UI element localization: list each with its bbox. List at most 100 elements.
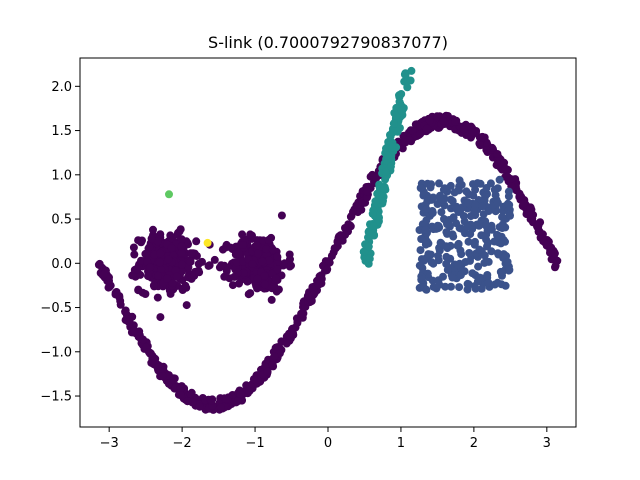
scatter-point <box>442 252 451 261</box>
scatter-point <box>144 272 152 281</box>
scatter-point <box>365 254 374 263</box>
scatter-point <box>282 339 291 348</box>
scatter-point <box>154 271 163 280</box>
scatter-point <box>424 250 433 259</box>
scatter-point <box>401 138 410 147</box>
scatter-point <box>483 242 491 251</box>
scatter-point <box>534 221 543 230</box>
scatter-point <box>435 280 444 289</box>
y-tick-label: −1.5 <box>40 390 72 405</box>
scatter-point <box>124 318 133 327</box>
scatter-point <box>434 251 442 260</box>
scatter-point <box>383 151 392 160</box>
scatter-point <box>183 397 192 406</box>
scatter-point <box>406 76 415 85</box>
scatter-point <box>477 284 486 293</box>
scatter-point <box>253 274 262 283</box>
scatter-point <box>442 259 451 268</box>
scatter-point <box>454 240 463 249</box>
scatter-point <box>459 125 468 134</box>
scatter-point <box>270 352 279 361</box>
scatter-point <box>210 255 219 264</box>
scatter-point <box>392 111 400 120</box>
scatter-point <box>272 274 280 283</box>
scatter-point <box>478 132 487 141</box>
scatter-point <box>253 284 262 293</box>
scatter-point <box>313 276 321 285</box>
scatter-point <box>192 237 201 246</box>
scatter-point <box>149 225 157 234</box>
scatter-point <box>182 301 191 310</box>
scatter-point <box>146 263 155 272</box>
y-tick-label: −1.0 <box>40 345 72 360</box>
scatter-point <box>482 230 491 239</box>
scatter-point <box>446 181 455 190</box>
scatter-point <box>341 230 350 239</box>
scatter-point <box>493 231 502 240</box>
scatter-point <box>149 281 158 290</box>
scatter-point <box>450 188 459 197</box>
scatter-point <box>417 275 426 284</box>
scatter-point <box>167 244 176 253</box>
scatter-point <box>303 291 312 300</box>
scatter-point <box>456 271 465 280</box>
scatter-point <box>397 106 406 115</box>
scatter-point <box>416 246 425 255</box>
scatter-point <box>216 403 225 412</box>
scatter-point <box>178 260 186 269</box>
scatter-point <box>147 234 156 243</box>
scatter-point <box>422 285 431 294</box>
scatter-point <box>473 179 482 188</box>
scatter-point <box>496 239 505 248</box>
x-tick-label: −2 <box>173 436 192 451</box>
scatter-point <box>153 293 162 302</box>
scatter-point <box>268 360 277 369</box>
scatter-point <box>277 211 286 220</box>
scatter-point <box>519 199 528 208</box>
scatter-point <box>112 288 121 297</box>
scatter-point <box>260 280 269 289</box>
x-tick-label: 3 <box>543 436 551 451</box>
scatter-point <box>551 261 560 270</box>
scatter-point <box>464 237 473 246</box>
y-tick-label: 0.0 <box>51 257 72 272</box>
scatter-point <box>459 212 468 220</box>
scatter-point <box>403 83 412 92</box>
scatter-point <box>470 206 478 215</box>
scatter-point <box>362 187 371 196</box>
scatter-point <box>233 397 242 406</box>
x-tick-label: −3 <box>100 436 119 451</box>
scatter-point <box>473 277 482 286</box>
scatter-point <box>364 242 373 251</box>
scatter-point <box>176 225 185 234</box>
x-axis: −3 −2 −1 0 1 2 3 <box>100 427 551 451</box>
scatter-point <box>550 249 559 258</box>
scatter-point <box>204 261 213 270</box>
scatter-point <box>158 372 167 380</box>
scatter-point <box>288 324 297 333</box>
scatter-point <box>451 117 460 126</box>
scatter-point <box>442 228 451 237</box>
scatter-point <box>503 257 512 266</box>
scatter-point <box>289 330 298 339</box>
scatter-point <box>194 259 203 268</box>
scatter-point <box>230 272 239 281</box>
scatter-point <box>130 250 139 259</box>
scatter-point <box>153 237 162 246</box>
scatter-point <box>144 348 153 356</box>
scatter-point <box>239 269 248 278</box>
x-tick-label: 2 <box>470 436 478 451</box>
scatter-point <box>422 205 431 213</box>
scatter-point <box>407 66 416 75</box>
scatter-point <box>178 267 187 276</box>
scatter-point <box>382 144 390 153</box>
scatter-point <box>171 266 180 275</box>
scatter-point <box>254 249 262 258</box>
scatter-point <box>433 112 442 121</box>
scatter-point <box>446 195 455 204</box>
scatter-point <box>480 258 489 267</box>
scatter-point <box>176 384 185 393</box>
scatter-point <box>465 249 474 257</box>
scatter-point <box>327 252 336 260</box>
scatter-point <box>155 258 164 267</box>
